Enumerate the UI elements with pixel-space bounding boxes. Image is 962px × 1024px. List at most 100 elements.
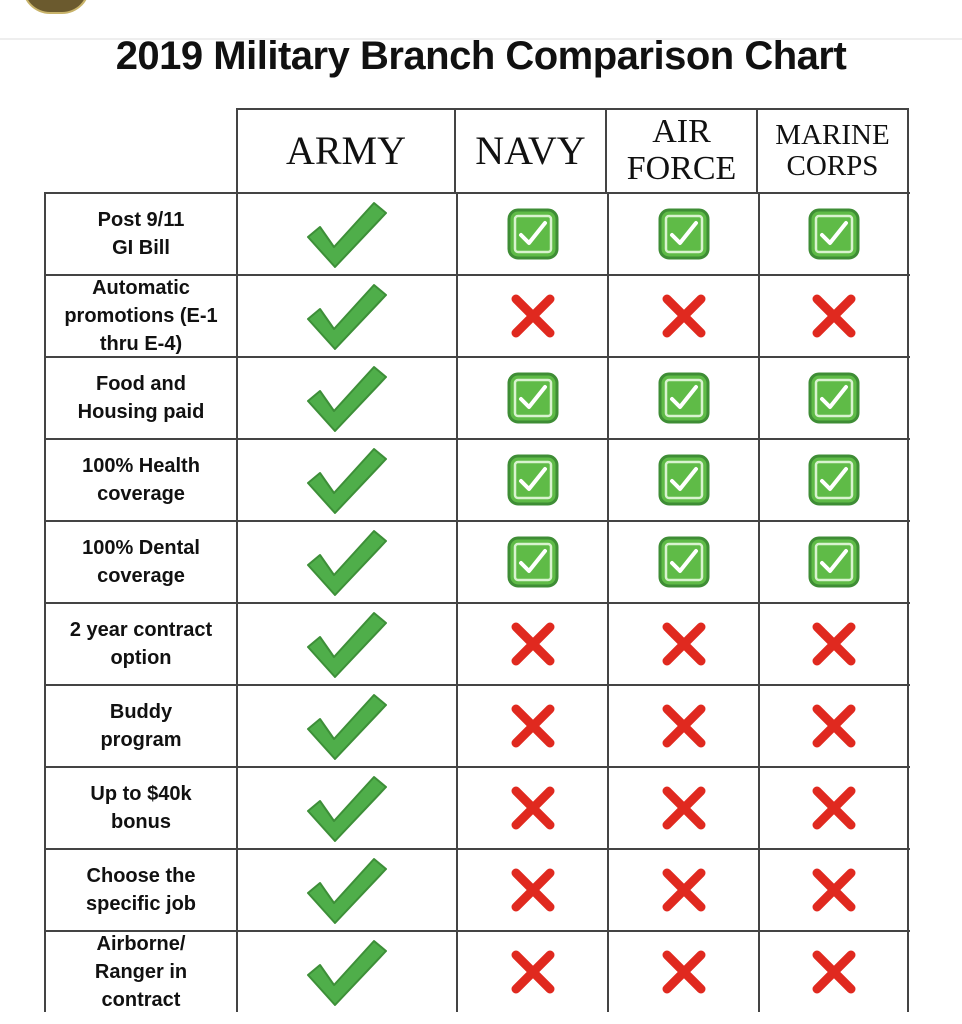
army-cell [236,932,456,1012]
cross-icon [662,868,705,912]
table-row: 2 year contract option [44,602,910,684]
table-row: Automatic promotions (E-1 thru E-4) [44,274,910,356]
page-title: 2019 Military Branch Comparison Chart [115,34,847,78]
benefit-label: Automatic promotions (E-1 thru E-4) [64,277,218,355]
air-force-cell [607,522,758,602]
benefit-label: Buddy program [100,701,182,751]
air-force-cell [607,358,758,438]
navy-cell [456,194,607,274]
check-box-icon [658,208,709,260]
large-check-icon [307,776,387,842]
check-box-icon [658,454,709,506]
navy-cell [456,850,607,930]
army-cell [236,194,456,274]
navy-cell [456,768,607,848]
army-cell [236,768,456,848]
benefit-label: Food and Housing paid [77,373,205,423]
air-force-cell [607,850,758,930]
cross-icon [662,950,705,994]
navy-cell [456,686,607,766]
marine-corps-cell [758,850,909,930]
check-box-icon [658,536,709,588]
cross-icon [812,294,855,338]
check-box-icon [808,208,859,260]
benefit-label: Airborne/ Ranger in contract [94,933,188,1011]
navy-cell [456,358,607,438]
comparison-table: Post 9/11 GI Bill Automatic promotions (E… [44,192,910,1012]
header-air-force: AIR FORCE [607,108,758,192]
benefit-cell: 100% Dental coverage [44,522,236,602]
check-box-icon [507,372,558,424]
air-force-cell [607,276,758,356]
large-check-icon [307,612,387,678]
navy-cell [456,604,607,684]
benefit-label: 100% Health coverage [82,455,200,505]
cross-icon [812,622,855,666]
large-check-icon [307,448,387,514]
cross-icon [812,950,855,994]
large-check-icon [307,694,387,760]
large-check-icon [307,284,387,350]
air-force-cell [607,440,758,520]
navy-cell [456,932,607,1012]
divider [0,38,962,40]
army-cell [236,276,456,356]
large-check-icon [307,202,387,268]
army-cell [236,850,456,930]
check-box-icon [507,536,558,588]
cross-icon [511,786,554,830]
large-check-icon [307,858,387,924]
table-row: 100% Dental coverage [44,520,910,602]
benefit-cell: Up to $40k bonus [44,768,236,848]
check-box-icon [658,372,709,424]
army-cell [236,440,456,520]
table-row: 100% Health coverage [44,438,910,520]
benefit-cell: 100% Health coverage [44,440,236,520]
cross-icon [812,704,855,748]
army-cell [236,604,456,684]
air-force-cell [607,604,758,684]
benefit-cell: Automatic promotions (E-1 thru E-4) [44,276,236,356]
benefit-label: 2 year contract option [69,619,213,669]
marine-corps-cell [758,194,909,274]
army-cell [236,358,456,438]
table-row: Airborne/ Ranger in contract [44,930,910,1012]
cross-icon [812,786,855,830]
navy-cell [456,276,607,356]
cross-icon [511,294,554,338]
marine-corps-cell [758,604,909,684]
cross-icon [511,868,554,912]
table-row: Food and Housing paid [44,356,910,438]
benefit-label: Up to $40k bonus [90,783,192,833]
large-check-icon [307,530,387,596]
table-row: Choose the specific job [44,848,910,930]
cross-icon [511,950,554,994]
check-box-icon [808,536,859,588]
cross-icon [662,622,705,666]
navy-cell [456,522,607,602]
cross-icon [662,294,705,338]
army-cell [236,686,456,766]
army-cell [236,522,456,602]
benefit-label: Post 9/11 GI Bill [97,209,185,259]
benefit-cell: Choose the specific job [44,850,236,930]
check-box-icon [808,372,859,424]
air-force-cell [607,194,758,274]
large-check-icon [307,940,387,1006]
cross-icon [662,704,705,748]
cross-icon [812,868,855,912]
avatar [22,0,90,14]
benefit-cell: 2 year contract option [44,604,236,684]
marine-corps-cell [758,768,909,848]
marine-corps-cell [758,440,909,520]
check-box-icon [808,454,859,506]
air-force-cell [607,686,758,766]
air-force-cell [607,932,758,1012]
marine-corps-cell [758,522,909,602]
cross-icon [511,704,554,748]
header-army: ARMY [236,108,456,192]
table-row: Up to $40k bonus [44,766,910,848]
marine-corps-cell [758,686,909,766]
marine-corps-cell [758,276,909,356]
benefit-cell: Buddy program [44,686,236,766]
